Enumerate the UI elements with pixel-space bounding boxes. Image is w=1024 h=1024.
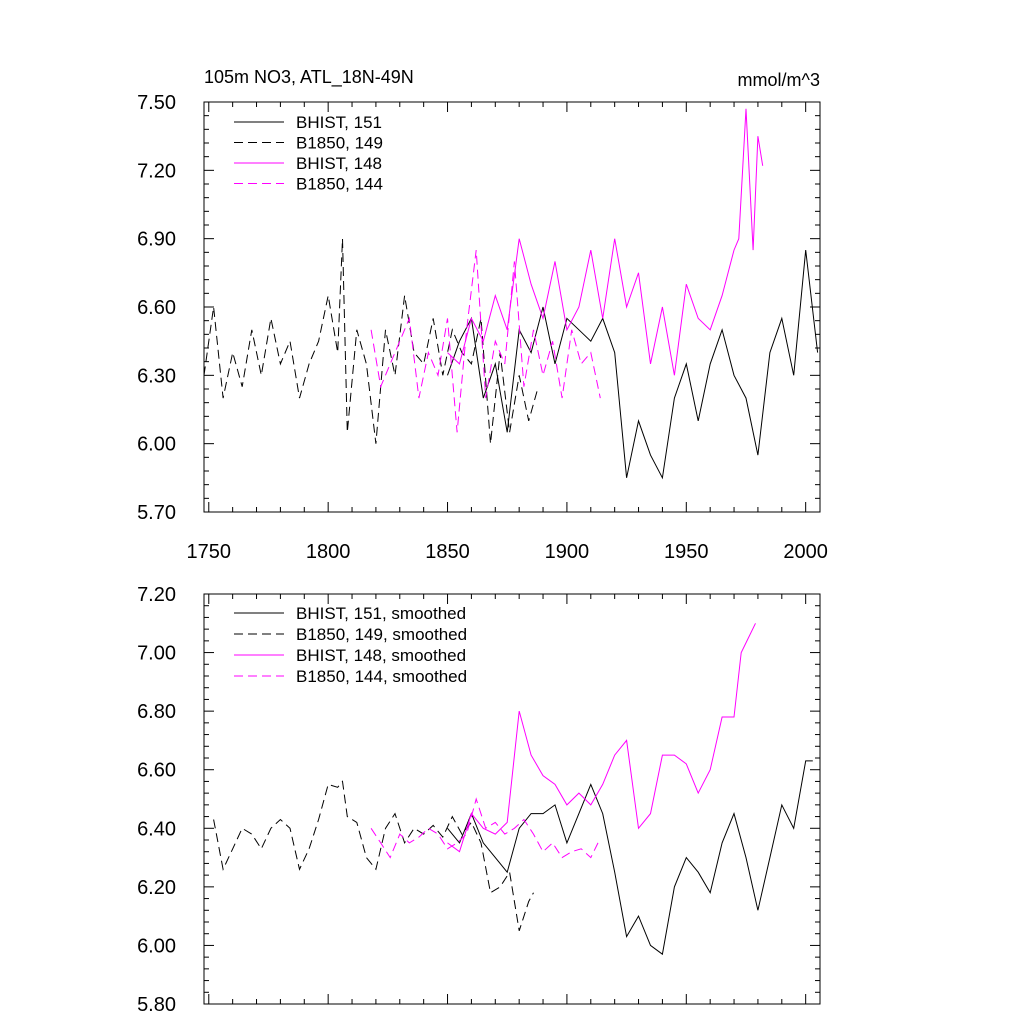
y-tick-label: 7.00 bbox=[137, 643, 176, 665]
x-tick-label: 1850 bbox=[425, 541, 470, 563]
y-tick-label: 7.50 bbox=[137, 92, 176, 114]
legend-label: B1850, 149, smoothed bbox=[296, 625, 467, 644]
y-tick-label: 6.60 bbox=[137, 760, 176, 782]
y-tick-label: 6.80 bbox=[137, 701, 176, 723]
series-line-1 bbox=[447, 250, 819, 480]
y-tick-label: 6.30 bbox=[137, 365, 176, 387]
y-tick-label: 6.90 bbox=[137, 229, 176, 251]
y-tick-label: 7.20 bbox=[137, 160, 176, 182]
x-tick-label: 1900 bbox=[545, 541, 590, 563]
y-tick-label: 6.00 bbox=[137, 935, 176, 957]
legend-label: B1850, 149 bbox=[296, 134, 383, 153]
series-line-4 bbox=[370, 797, 599, 859]
y-tick-label: 6.40 bbox=[137, 818, 176, 840]
legend-label: BHIST, 151, smoothed bbox=[296, 604, 466, 623]
legend-label: BHIST, 148 bbox=[296, 154, 382, 173]
x-tick-label: 1950 bbox=[664, 541, 709, 563]
series-line-2 bbox=[204, 238, 539, 444]
legend-label: B1850, 144, smoothed bbox=[296, 667, 467, 686]
x-tick-label: 2000 bbox=[783, 541, 828, 563]
x-tick-label: 1750 bbox=[187, 541, 232, 563]
legend-label: B1850, 144 bbox=[296, 175, 383, 194]
y-tick-label: 6.20 bbox=[137, 877, 176, 899]
legend-label: BHIST, 148, smoothed bbox=[296, 646, 466, 665]
legend-label: BHIST, 151 bbox=[296, 113, 382, 132]
y-tick-label: 5.70 bbox=[137, 502, 176, 524]
y-tick-label: 6.00 bbox=[137, 434, 176, 456]
x-tick-label: 1800 bbox=[306, 541, 351, 563]
series-line-1 bbox=[447, 760, 813, 956]
series-line-2 bbox=[213, 780, 534, 931]
y-tick-label: 6.60 bbox=[137, 297, 176, 319]
y-tick-label: 5.80 bbox=[137, 994, 176, 1016]
units-label: mmol/m^3 bbox=[738, 70, 820, 90]
bottom-panel: 5.80 6.00 6.20 6.40 6.60 6.80 7.00 7.20 BHIST, 1… bbox=[137, 584, 821, 1016]
plot-frame bbox=[203, 593, 821, 1005]
series-line-4 bbox=[370, 250, 601, 433]
series-line-3 bbox=[447, 623, 756, 853]
top-panel: 5.70 6.00 6.30 6.60 6.90 7.20 7.50 1750 1800 1850… bbox=[137, 92, 828, 563]
plot-title: 105m NO3, ATL_18N-49N bbox=[204, 67, 414, 88]
series-line-3 bbox=[447, 108, 764, 376]
y-tick-label: 7.20 bbox=[137, 584, 176, 606]
